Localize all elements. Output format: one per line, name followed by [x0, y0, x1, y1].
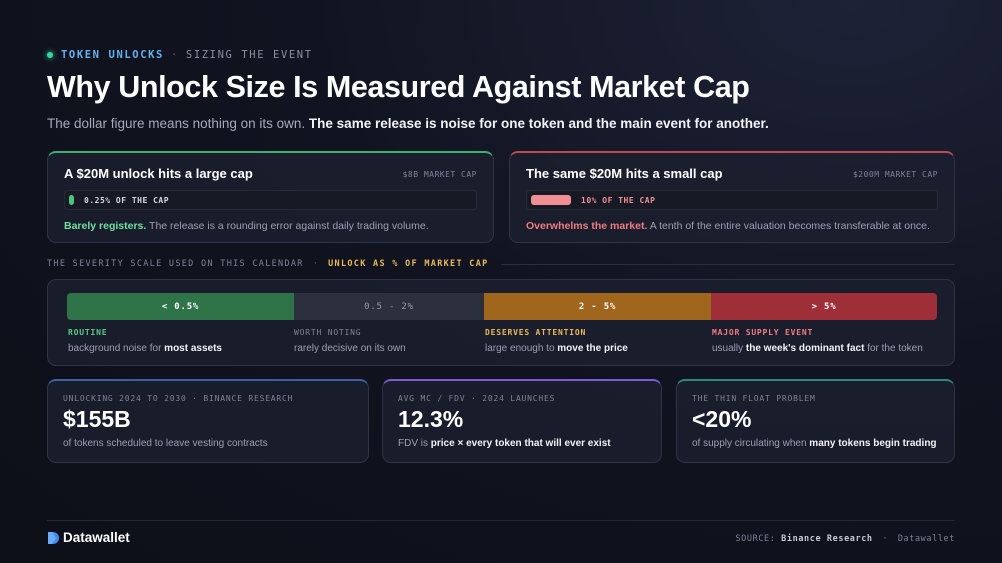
source-publisher: Datawallet	[897, 534, 955, 544]
eyebrow-tag: TOKEN UNLOCKS	[61, 49, 164, 61]
level-desc-bold: most assets	[164, 343, 222, 354]
subtitle-emphasis: The same release is noise for one token …	[308, 116, 769, 131]
stat-value: 12.3%	[398, 406, 464, 432]
level-name: ROUTINE	[68, 328, 108, 337]
stat-value: <20%	[692, 406, 752, 432]
level-name: WORTH NOTING	[294, 328, 362, 337]
large-cap-title: A $20M unlock hits a large cap	[64, 166, 253, 181]
scale-segment-major-supply-event: > 5%	[711, 293, 937, 320]
small-cap-market-cap: $200M MARKET CAP	[852, 170, 938, 179]
level-deserves-attention: DESERVES ATTENTION large enough to move …	[485, 328, 628, 354]
level-desc-text: background noise for	[68, 343, 165, 354]
scale-segment-routine: < 0.5%	[67, 293, 294, 320]
stat-desc-bold: price × every token that will ever exist	[430, 438, 611, 449]
level-desc-text: large enough to	[485, 343, 558, 354]
brand-name: Datawallet	[63, 530, 130, 545]
severity-scale: < 0.5% 0.5 - 2% 2 - 5% > 5% ROUTINE back…	[47, 279, 955, 366]
stat-description: FDV is price × every token that will eve…	[398, 438, 611, 449]
stat-card-mc-fdv: AVG MC / FDV · 2024 LAUNCHES 12.3% FDV i…	[382, 379, 662, 463]
stat-description: of tokens scheduled to leave vesting con…	[63, 438, 268, 449]
status-dot-icon	[47, 52, 53, 58]
level-desc-bold: move the price	[557, 343, 628, 354]
large-cap-verdict: Barely registers.	[64, 220, 147, 232]
stat-desc-text: of supply circulating when	[692, 438, 810, 449]
datawallet-logo-icon	[48, 531, 59, 544]
subtitle-lead: The dollar figure means nothing on its o…	[47, 116, 306, 131]
level-desc-after: for the token	[864, 343, 923, 354]
level-desc-bold: the week's dominant fact	[745, 343, 865, 354]
source-label: SOURCE:	[735, 534, 776, 544]
large-cap-market-cap: $8B MARKET CAP	[402, 170, 477, 179]
small-cap-bar-label: 10% OF THE CAP	[581, 196, 656, 205]
small-cap-description: Overwhelms the market. A tenth of the en…	[526, 220, 930, 232]
source-separator: ·	[882, 534, 889, 544]
page-title: Why Unlock Size Is Measured Against Mark…	[47, 70, 750, 104]
level-name: DESERVES ATTENTION	[485, 328, 587, 337]
small-cap-bar: 10% OF THE CAP	[526, 190, 938, 210]
source-name: Binance Research	[781, 534, 873, 544]
severity-heading: THE SEVERITY SCALE USED ON THIS CALENDAR	[47, 259, 304, 269]
eyebrow-separator: ·	[170, 49, 179, 61]
stat-card-thin-float: THE THIN FLOAT PROBLEM <20% of supply ci…	[676, 379, 955, 463]
level-description: large enough to move the price	[485, 343, 628, 354]
stat-desc-bold: many tokens begin trading	[809, 438, 937, 449]
large-cap-description: Barely registers. The release is a round…	[64, 220, 429, 232]
level-major-supply-event: MAJOR SUPPLY EVENT usually the week's do…	[712, 328, 923, 354]
level-desc-text: usually	[712, 343, 746, 354]
large-cap-bar-fill	[69, 195, 74, 205]
small-cap-title: The same $20M hits a small cap	[526, 166, 723, 181]
small-cap-verdict: Overwhelms the market.	[526, 220, 648, 232]
scale-segment-worth-noting: 0.5 - 2%	[294, 293, 484, 320]
large-cap-bar-label: 0.25% OF THE CAP	[84, 196, 170, 205]
stat-kicker: AVG MC / FDV · 2024 LAUNCHES	[398, 394, 556, 403]
brand: Datawallet	[47, 530, 130, 545]
level-worth-noting: WORTH NOTING rarely decisive on its own	[294, 328, 406, 354]
small-cap-card: The same $20M hits a small cap $200M MAR…	[509, 151, 955, 243]
stat-desc-text: FDV is	[398, 438, 431, 449]
page-subtitle: The dollar figure means nothing on its o…	[47, 116, 769, 131]
eyebrow-section: SIZING THE EVENT	[185, 49, 313, 61]
level-routine: ROUTINE background noise for most assets	[68, 328, 222, 354]
stat-kicker: THE THIN FLOAT PROBLEM	[692, 394, 816, 403]
severity-divider	[500, 263, 955, 265]
source-credit: SOURCE: Binance Research · Datawallet	[735, 534, 955, 544]
level-description: rarely decisive on its own	[294, 343, 406, 354]
small-cap-detail: A tenth of the entire valuation becomes …	[649, 220, 930, 232]
scale-segment-deserves-attention: 2 - 5%	[484, 293, 711, 320]
level-description: background noise for most assets	[68, 343, 222, 354]
stat-kicker: UNLOCKING 2024 TO 2030 · BINANCE RESEARC…	[63, 394, 294, 403]
stat-description: of supply circulating when many tokens b…	[692, 438, 937, 449]
eyebrow: TOKEN UNLOCKS · SIZING THE EVENT	[47, 49, 313, 61]
stat-desc-text: of tokens scheduled to leave vesting con…	[63, 438, 268, 449]
level-name: MAJOR SUPPLY EVENT	[712, 328, 814, 337]
stat-card-unlocking: UNLOCKING 2024 TO 2030 · BINANCE RESEARC…	[47, 379, 369, 463]
level-description: usually the week's dominant fact for the…	[712, 343, 923, 354]
large-cap-card: A $20M unlock hits a large cap $8B MARKE…	[47, 151, 494, 243]
severity-separator: ·	[312, 259, 320, 269]
level-desc-text: rarely decisive on its own	[294, 343, 406, 354]
large-cap-bar: 0.25% OF THE CAP	[64, 190, 477, 210]
small-cap-bar-fill	[531, 195, 571, 205]
footer-divider	[47, 520, 955, 521]
large-cap-detail: The release is a rounding error against …	[149, 220, 429, 232]
stat-value: $155B	[63, 406, 131, 432]
severity-heading-row: THE SEVERITY SCALE USED ON THIS CALENDAR…	[47, 258, 955, 270]
severity-metric: UNLOCK AS % OF MARKET CAP	[328, 259, 489, 269]
